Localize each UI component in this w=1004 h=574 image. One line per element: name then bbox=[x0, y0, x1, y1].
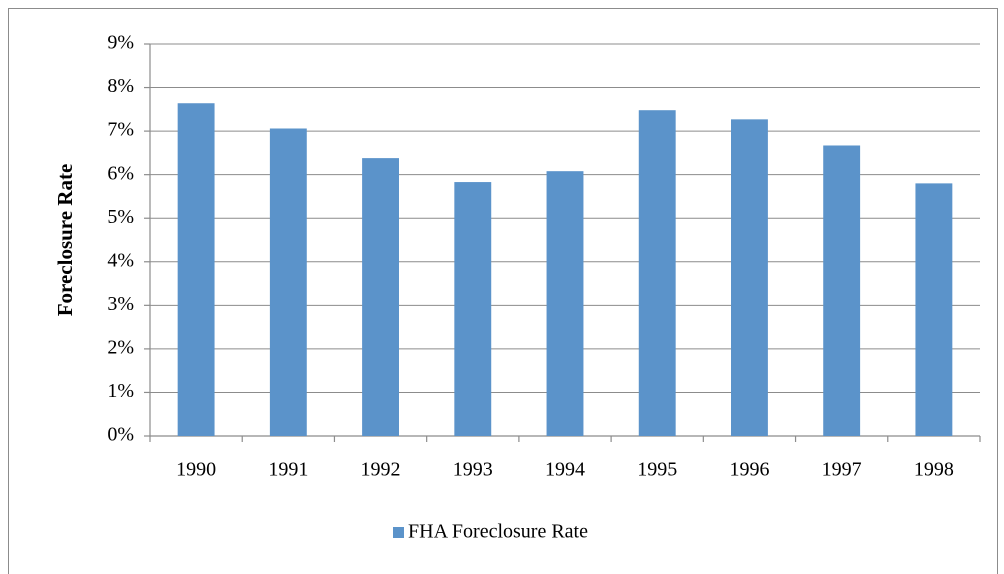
x-tick-label: 1995 bbox=[637, 459, 677, 481]
y-tick-label: 3% bbox=[107, 293, 134, 315]
bar bbox=[362, 158, 399, 437]
y-tick-label: 6% bbox=[107, 162, 134, 184]
y-tick-label: 9% bbox=[107, 32, 134, 54]
x-tick-label: 1992 bbox=[361, 459, 401, 481]
bar bbox=[731, 119, 768, 437]
x-tick-label: 1997 bbox=[822, 459, 862, 481]
y-axis-label: Foreclosure Rate bbox=[53, 164, 77, 317]
y-tick-label: 1% bbox=[107, 380, 134, 402]
bar bbox=[546, 171, 584, 436]
y-tick-label: 7% bbox=[107, 119, 134, 141]
bar bbox=[638, 110, 676, 437]
y-tick-label: 2% bbox=[107, 336, 134, 358]
y-tick-label: 4% bbox=[107, 249, 134, 271]
legend-swatch bbox=[393, 527, 404, 538]
y-tick-label: 5% bbox=[107, 206, 134, 228]
bar bbox=[915, 183, 953, 436]
bar bbox=[269, 128, 307, 436]
bar bbox=[177, 103, 215, 436]
bar bbox=[823, 145, 861, 437]
y-tick-label: 8% bbox=[107, 75, 134, 97]
x-tick-label: 1996 bbox=[729, 459, 769, 481]
x-tick-label: 1990 bbox=[176, 459, 216, 481]
y-tick-label: 0% bbox=[107, 424, 134, 446]
x-tick-label: 1994 bbox=[545, 459, 585, 481]
x-tick-label: 1998 bbox=[914, 459, 954, 481]
legend-label: FHA Foreclosure Rate bbox=[408, 521, 588, 543]
x-tick-label: 1993 bbox=[453, 459, 493, 481]
bar bbox=[454, 182, 492, 436]
x-tick-label: 1991 bbox=[268, 459, 308, 481]
